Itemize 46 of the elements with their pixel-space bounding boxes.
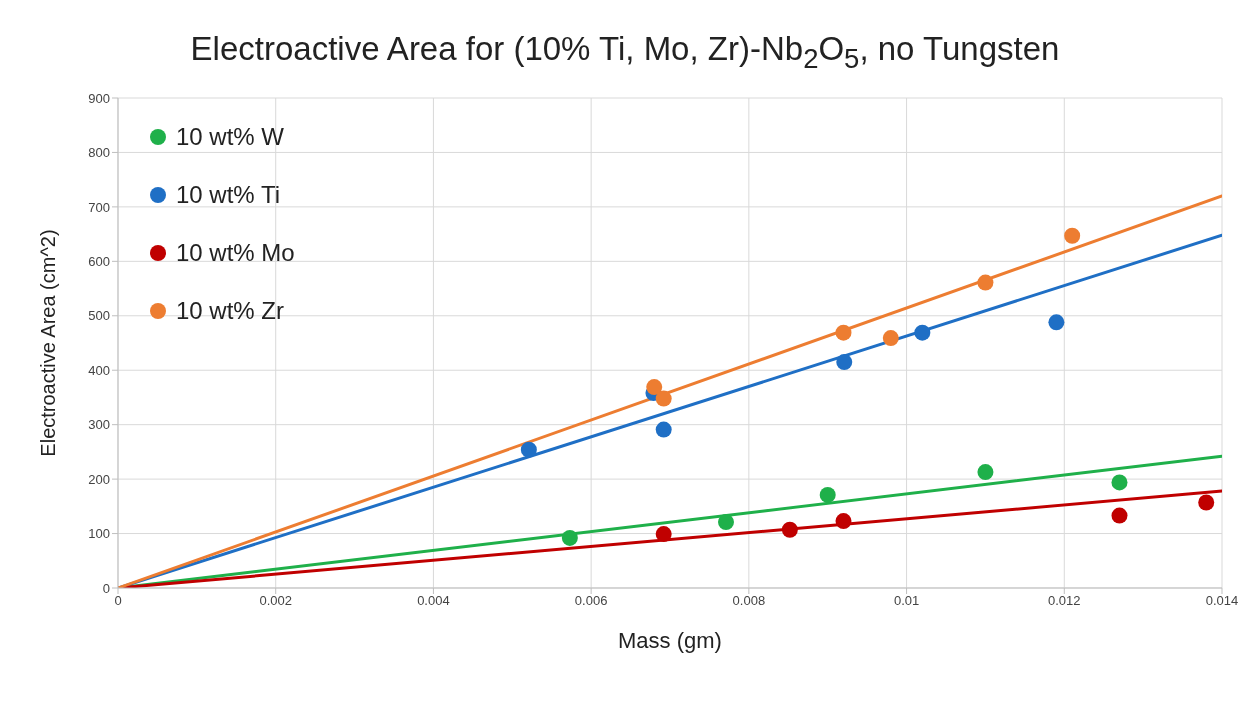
point	[977, 464, 994, 481]
y-tick-label: 100	[88, 526, 110, 542]
x-tick-label: 0.002	[259, 593, 292, 609]
point	[819, 486, 836, 503]
x-axis-title: Mass (gm)	[618, 628, 722, 653]
legend-label: 10 wt% Mo	[176, 239, 295, 267]
y-tick-label: 200	[88, 471, 110, 487]
legend-label: 10 wt% Zr	[176, 297, 285, 325]
x-tick-label: 0.012	[1048, 593, 1081, 609]
x-tick-label: 0.014	[1205, 593, 1239, 609]
y-axis-title: Electroactive Area (cm^2)	[37, 229, 60, 457]
point	[717, 514, 734, 531]
point	[655, 526, 672, 543]
y-tick-label: 0	[102, 580, 110, 596]
point	[520, 441, 537, 458]
point	[1111, 507, 1128, 524]
legend-label: 10 wt% W	[176, 123, 285, 151]
y-tick-label: 600	[88, 253, 110, 269]
point	[1198, 494, 1215, 511]
chart-title: Electroactive Area for (10% Ti, Mo, Zr)-Nb$_{2}$O$_{5}$, no Tungsten	[189, 30, 1061, 75]
point	[1048, 314, 1065, 331]
y-tick-label: 500	[88, 308, 110, 324]
point	[655, 421, 672, 438]
x-tick-label: 0.01	[893, 593, 920, 609]
point	[646, 379, 663, 396]
y-tick-label: 400	[88, 362, 110, 378]
point	[835, 324, 852, 341]
point	[836, 354, 853, 371]
point	[781, 521, 798, 538]
y-tick-label: 300	[88, 417, 110, 433]
x-tick-label: 0	[114, 593, 122, 609]
point	[655, 390, 672, 407]
point	[1111, 474, 1128, 491]
point	[882, 330, 899, 347]
x-tick-label: 0.006	[574, 593, 608, 609]
y-tick-label: 900	[88, 90, 110, 106]
point	[914, 324, 931, 341]
legend-label: 10 wt% Ti	[176, 181, 281, 209]
x-tick-label: 0.008	[732, 593, 766, 609]
y-tick-label: 700	[88, 199, 110, 215]
x-tick-label: 0.004	[417, 593, 450, 609]
point	[835, 513, 852, 530]
point	[561, 529, 578, 546]
point	[977, 274, 994, 291]
point	[1064, 227, 1081, 244]
y-tick-label: 800	[88, 145, 110, 161]
